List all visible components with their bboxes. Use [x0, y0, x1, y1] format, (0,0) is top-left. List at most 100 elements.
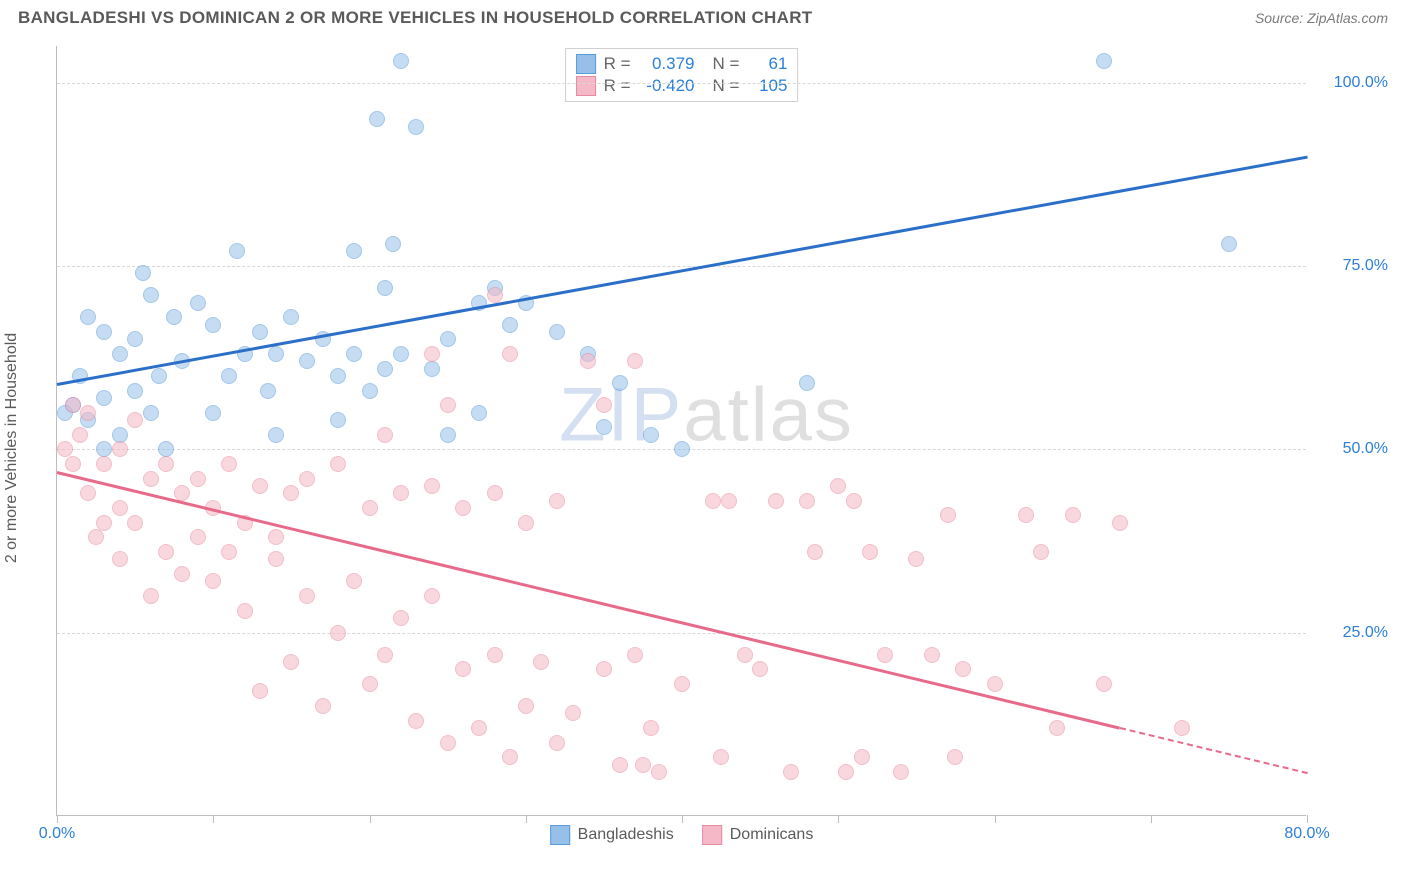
scatter-point: [283, 654, 299, 670]
scatter-point: [88, 529, 104, 545]
x-tick: [838, 815, 839, 823]
scatter-point: [127, 383, 143, 399]
x-tick-label: 0.0%: [39, 825, 75, 843]
scatter-point: [362, 500, 378, 516]
scatter-point: [471, 405, 487, 421]
scatter-point: [455, 661, 471, 677]
stat-r-value: -0.420: [639, 76, 695, 96]
scatter-point: [330, 625, 346, 641]
legend-label: Dominicans: [730, 826, 814, 844]
scatter-point: [807, 544, 823, 560]
scatter-point: [393, 346, 409, 362]
scatter-point: [627, 647, 643, 663]
scatter-point: [166, 309, 182, 325]
scatter-point: [346, 573, 362, 589]
scatter-point: [565, 705, 581, 721]
scatter-point: [502, 317, 518, 333]
scatter-point: [1065, 507, 1081, 523]
scatter-point: [393, 53, 409, 69]
scatter-point: [955, 661, 971, 677]
legend-swatch: [576, 76, 596, 96]
scatter-point: [549, 324, 565, 340]
scatter-point: [424, 361, 440, 377]
scatter-point: [96, 456, 112, 472]
scatter-point: [221, 368, 237, 384]
scatter-point: [947, 749, 963, 765]
scatter-point: [299, 353, 315, 369]
stat-n-label: N =: [713, 76, 740, 96]
scatter-point: [346, 243, 362, 259]
scatter-point: [385, 236, 401, 252]
scatter-point: [1221, 236, 1237, 252]
plot-area: ZIPatlas R =0.379N =61R =-0.420N =105 Ba…: [56, 46, 1306, 816]
x-tick: [526, 815, 527, 823]
scatter-point: [1018, 507, 1034, 523]
scatter-point: [862, 544, 878, 560]
scatter-point: [518, 698, 534, 714]
scatter-point: [674, 441, 690, 457]
scatter-point: [799, 375, 815, 391]
trend-line: [1119, 727, 1307, 774]
scatter-point: [96, 390, 112, 406]
scatter-point: [151, 368, 167, 384]
scatter-point: [143, 287, 159, 303]
scatter-point: [596, 397, 612, 413]
chart-container: 2 or more Vehicles in Household ZIPatlas…: [18, 38, 1388, 858]
scatter-point: [127, 412, 143, 428]
scatter-point: [846, 493, 862, 509]
scatter-point: [1112, 515, 1128, 531]
scatter-point: [221, 456, 237, 472]
x-tick-label: 80.0%: [1284, 825, 1329, 843]
scatter-point: [783, 764, 799, 780]
scatter-point: [651, 764, 667, 780]
scatter-point: [127, 331, 143, 347]
watermark-atlas: atlas: [683, 373, 854, 458]
scatter-point: [627, 353, 643, 369]
scatter-point: [518, 515, 534, 531]
scatter-point: [299, 588, 315, 604]
scatter-point: [96, 324, 112, 340]
scatter-point: [487, 287, 503, 303]
scatter-point: [377, 280, 393, 296]
scatter-point: [502, 346, 518, 362]
scatter-point: [158, 456, 174, 472]
scatter-point: [112, 346, 128, 362]
scatter-point: [674, 676, 690, 692]
x-tick: [1151, 815, 1152, 823]
scatter-point: [346, 346, 362, 362]
scatter-point: [362, 383, 378, 399]
y-tick-label: 100.0%: [1334, 74, 1388, 92]
legend-bottom: Bangladeshis Dominicans: [550, 825, 814, 845]
scatter-point: [799, 493, 815, 509]
scatter-point: [362, 676, 378, 692]
scatter-point: [190, 529, 206, 545]
scatter-point: [393, 610, 409, 626]
scatter-point: [635, 757, 651, 773]
legend-item: Bangladeshis: [550, 825, 674, 845]
scatter-point: [65, 397, 81, 413]
scatter-point: [987, 676, 1003, 692]
scatter-point: [424, 588, 440, 604]
scatter-point: [252, 478, 268, 494]
gridline-h: [57, 83, 1306, 84]
scatter-point: [752, 661, 768, 677]
scatter-point: [408, 713, 424, 729]
stat-r-label: R =: [604, 76, 631, 96]
scatter-point: [440, 331, 456, 347]
scatter-point: [877, 647, 893, 663]
scatter-point: [455, 500, 471, 516]
scatter-point: [80, 485, 96, 501]
y-tick-label: 25.0%: [1343, 624, 1388, 642]
stat-n-value: 61: [747, 54, 787, 74]
scatter-point: [471, 720, 487, 736]
scatter-point: [158, 441, 174, 457]
scatter-point: [713, 749, 729, 765]
scatter-point: [440, 735, 456, 751]
scatter-point: [768, 493, 784, 509]
scatter-point: [893, 764, 909, 780]
scatter-point: [487, 485, 503, 501]
scatter-point: [1049, 720, 1065, 736]
scatter-point: [143, 405, 159, 421]
gridline-h: [57, 633, 1306, 634]
legend-stats-row: R =0.379N =61: [576, 53, 788, 75]
